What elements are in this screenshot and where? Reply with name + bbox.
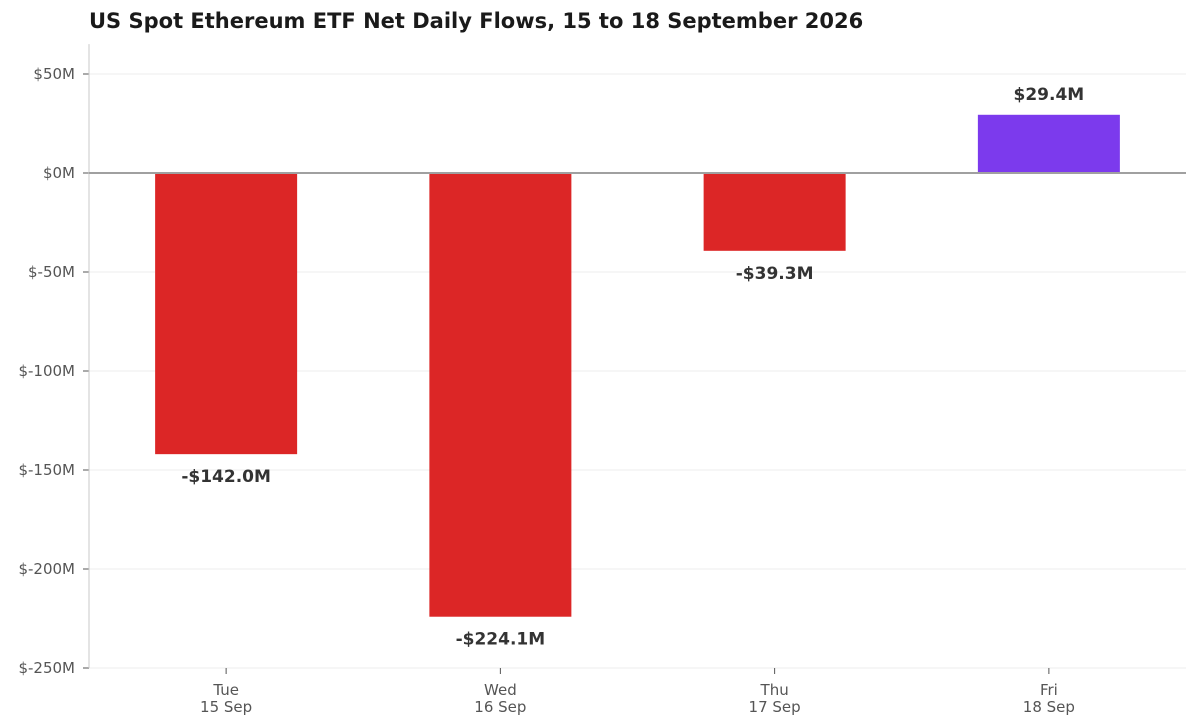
data-label: -$39.3M (736, 264, 814, 284)
bar-tue (155, 173, 298, 455)
y-tick-label: $-100M (18, 362, 75, 380)
y-tick-label: $50M (33, 65, 75, 83)
x-tick-label: Wed 16 Sep (474, 681, 526, 716)
y-tick-label: $-200M (18, 560, 75, 578)
data-label: -$224.1M (456, 630, 546, 650)
axes: $50M $0M $-50M $-100M $-150M $-200M $-250M Tue 1… (18, 44, 1075, 716)
chart-title: US Spot Ethereum ETF Net Daily Flows, 15… (89, 9, 864, 33)
x-tick-label: Thu 17 Sep (749, 681, 801, 716)
y-tick-label: $-250M (18, 659, 75, 677)
y-tick-label: $-50M (28, 263, 75, 281)
data-label: $29.4M (1014, 85, 1085, 105)
x-tick-label: Tue 15 Sep (200, 681, 252, 716)
bars (155, 114, 1120, 617)
data-labels: -$142.0M -$224.1M -$39.3M $29.4M (89, 85, 1186, 650)
bar-wed (429, 173, 572, 617)
x-tick-label: Fri 18 Sep (1023, 681, 1075, 716)
data-label: -$142.0M (181, 467, 271, 487)
y-tick-label: $0M (43, 164, 75, 182)
bar-thu (703, 173, 846, 251)
bar-fri (977, 114, 1120, 173)
y-tick-label: $-150M (18, 461, 75, 479)
